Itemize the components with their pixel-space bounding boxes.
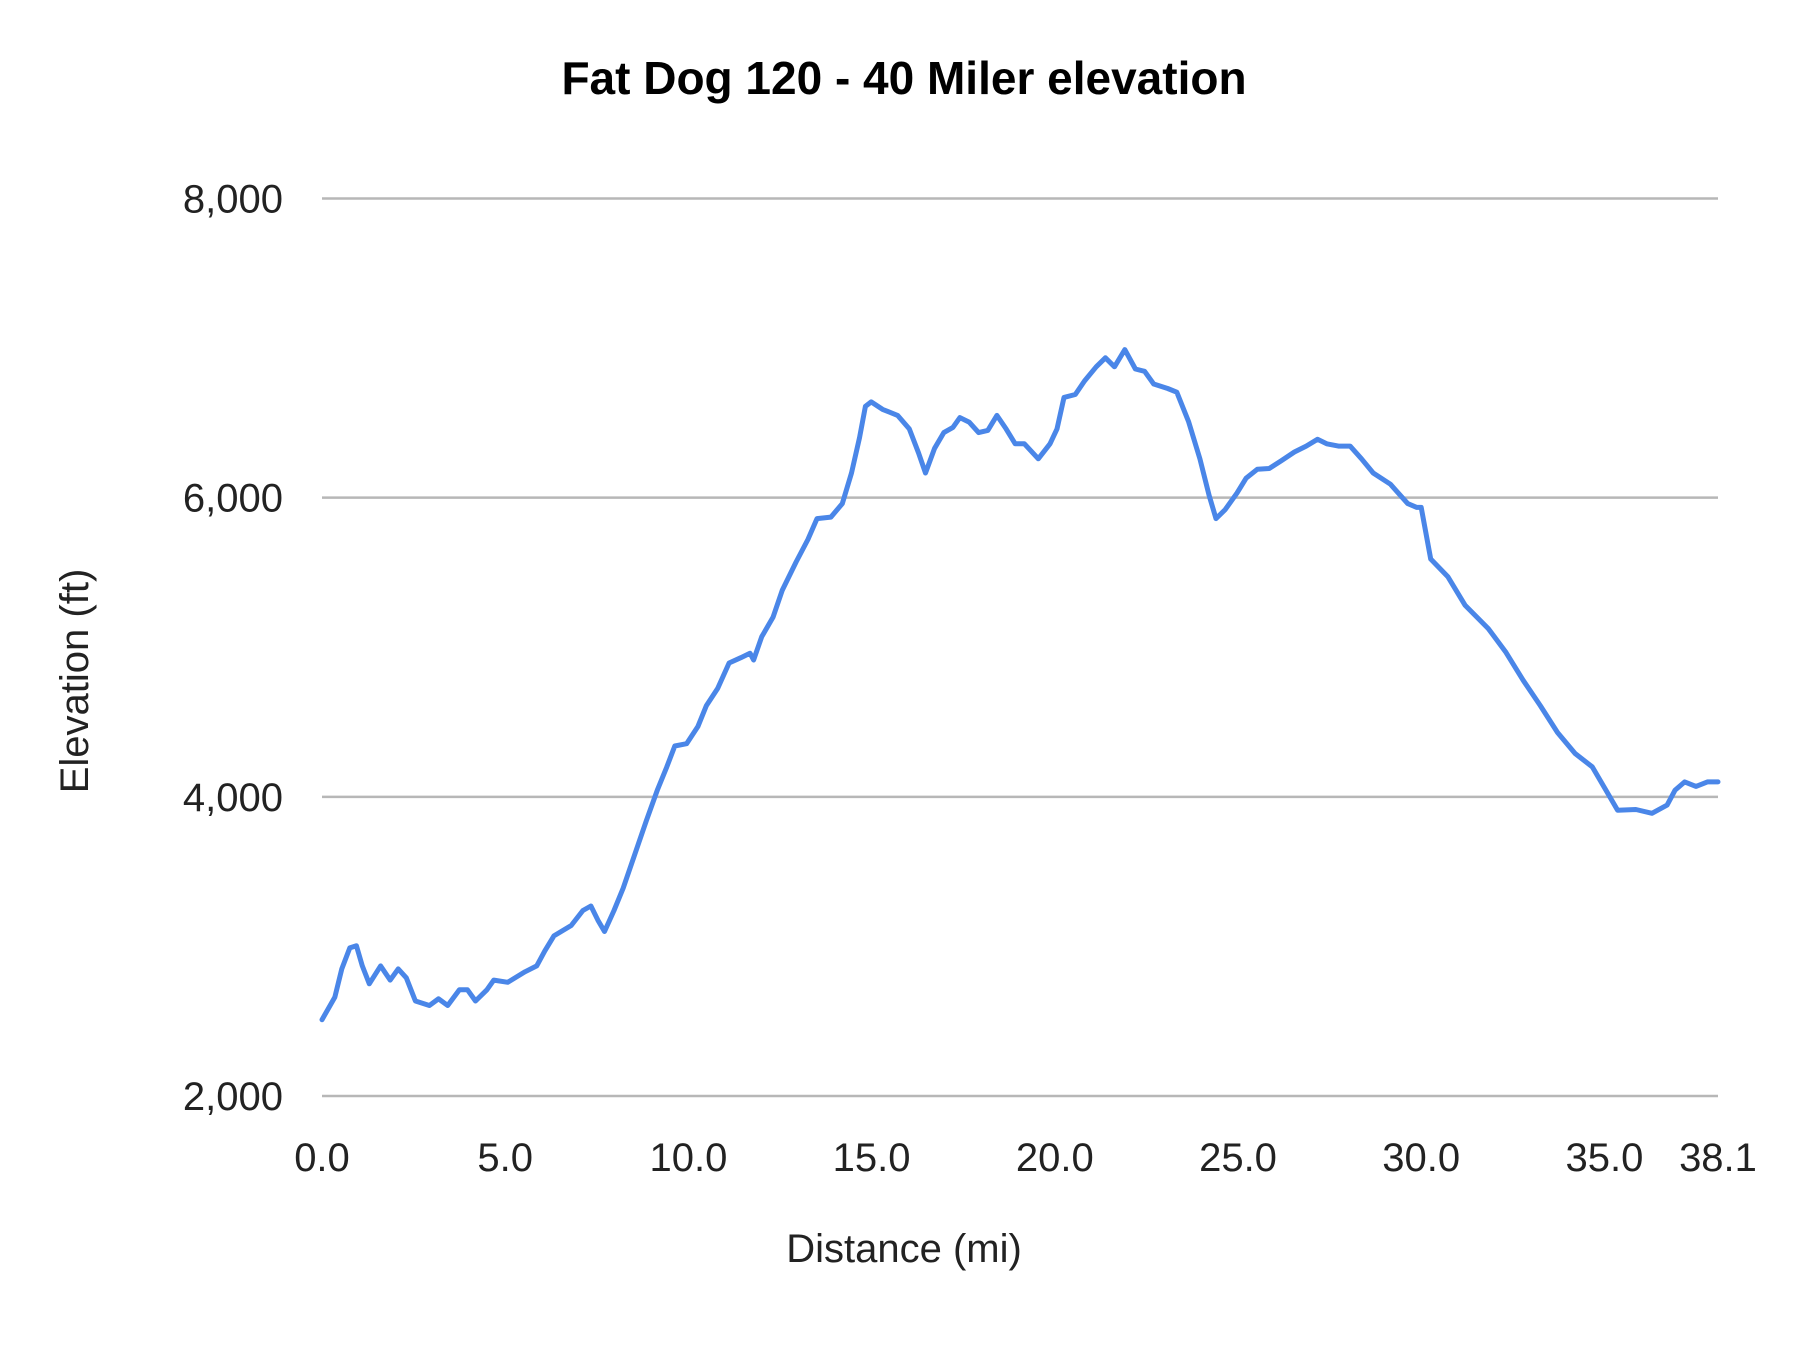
y-axis-ticks: 2,000 4,000 6,000 8,000: [183, 178, 283, 1120]
x-tick-label: 25.0: [1199, 1136, 1277, 1180]
x-tick-label: 38.1: [1679, 1136, 1757, 1180]
y-axis-label: Elevation (ft): [53, 569, 97, 794]
y-tick-label: 2,000: [183, 1075, 283, 1119]
gridlines: [322, 197, 1718, 1098]
x-tick-label: 5.0: [477, 1136, 533, 1180]
chart-title: Fat Dog 120 - 40 Miler elevation: [561, 52, 1246, 104]
elevation-line: [319, 347, 1721, 1023]
y-tick-label: 6,000: [183, 477, 283, 521]
y-tick-label: 4,000: [183, 776, 283, 820]
x-axis-ticks: 0.0 5.0 10.0 15.0 20.0 25.0 30.0 35.0 38.1: [294, 1136, 1757, 1180]
x-tick-label: 15.0: [833, 1136, 911, 1180]
x-tick-label: 20.0: [1016, 1136, 1094, 1180]
x-tick-label: 30.0: [1382, 1136, 1460, 1180]
y-tick-label: 8,000: [183, 178, 283, 222]
x-axis-label: Distance (mi): [786, 1227, 1022, 1271]
x-tick-label: 10.0: [649, 1136, 727, 1180]
x-tick-label: 35.0: [1565, 1136, 1643, 1180]
x-tick-label: 0.0: [294, 1136, 350, 1180]
